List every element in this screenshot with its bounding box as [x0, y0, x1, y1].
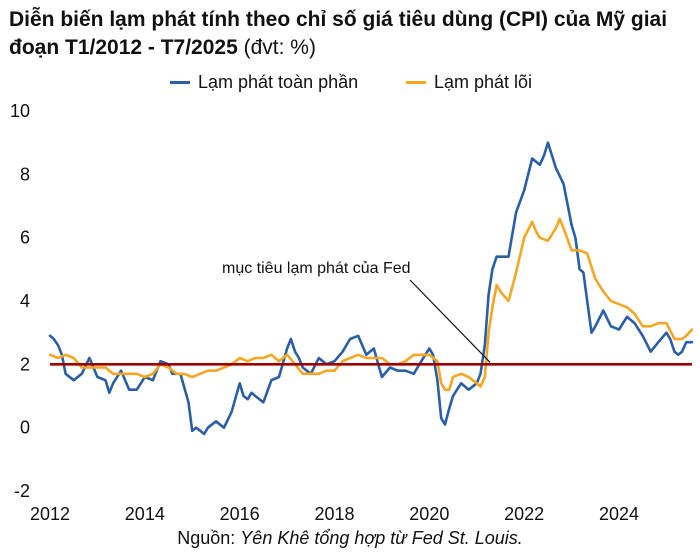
legend-swatch-core [406, 81, 426, 84]
y-tick-label: 2 [20, 354, 30, 374]
legend-swatch-headline [170, 81, 190, 84]
x-tick-label: 2018 [314, 504, 354, 524]
chart-title-main: Diễn biến lạm phát tính theo chỉ số giá … [9, 8, 668, 59]
source-text: Yên Khê tổng hợp từ Fed St. Louis. [240, 528, 523, 548]
legend-item-core: Lạm phát lõi [406, 72, 532, 93]
series-line-core [48, 217, 694, 392]
x-tick-label: 2016 [220, 504, 260, 524]
source-note: Nguồn: Yên Khê tổng hợp từ Fed St. Louis… [0, 528, 700, 549]
series-line-headline [48, 141, 694, 436]
x-tick-label: 2012 [30, 504, 70, 524]
x-tick-label: 2020 [409, 504, 449, 524]
legend: Lạm phát toàn phần Lạm phát lõi [0, 72, 700, 98]
annotation-leader-line [409, 279, 491, 363]
y-tick-label: 4 [20, 291, 30, 311]
legend-label-headline: Lạm phát toàn phần [198, 72, 359, 92]
y-tick-label: 10 [10, 101, 30, 121]
x-tick-label: 2014 [125, 504, 165, 524]
source-label: Nguồn: [177, 528, 236, 548]
fed-target-annotation: mục tiêu lạm phát của Fed [222, 260, 411, 277]
legend-item-headline: Lạm phát toàn phần [170, 72, 358, 93]
y-tick-label: 0 [20, 418, 30, 438]
chart-title: Diễn biến lạm phát tính theo chỉ số giá … [9, 6, 689, 62]
y-tick-label: -2 [14, 481, 30, 501]
chart-title-unit: (đvt: %) [243, 36, 316, 59]
x-tick-label: 2024 [599, 504, 639, 524]
legend-label-core: Lạm phát lõi [434, 72, 533, 92]
y-tick-label: 8 [20, 164, 30, 184]
y-tick-label: 6 [20, 228, 30, 248]
x-tick-label: 2022 [504, 504, 544, 524]
